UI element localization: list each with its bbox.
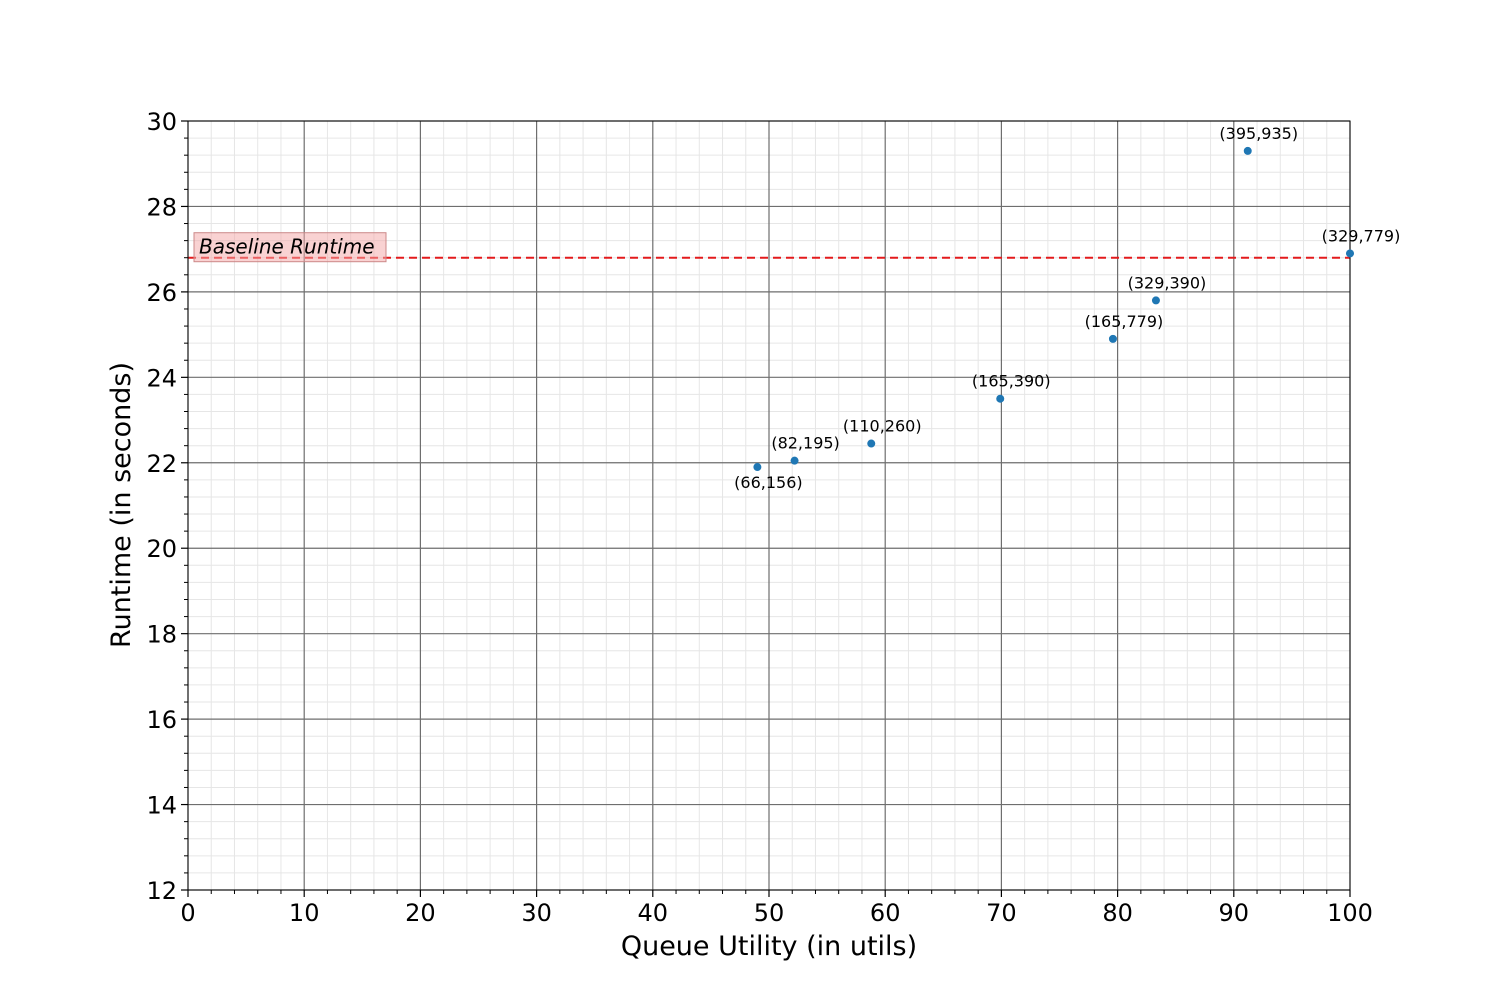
x-tick-label: 90 xyxy=(1219,899,1250,927)
data-point-label: (82,195) xyxy=(771,434,839,453)
x-tick-label: 30 xyxy=(521,899,552,927)
data-point-label: (165,390) xyxy=(972,372,1051,391)
y-tick-label: 16 xyxy=(146,706,177,734)
y-tick-labels: 12 14 16 18 20 22 24 26 28 30 xyxy=(146,108,177,905)
data-point-labels: (66,156) (82,195)(110,260) (165,390) (165,7… xyxy=(734,124,1400,492)
y-tick-label: 12 xyxy=(146,877,177,905)
major-grid xyxy=(187,120,1351,891)
y-tick-label: 24 xyxy=(146,364,177,392)
y-tick-label: 18 xyxy=(146,621,177,649)
y-axis-label: Runtime (in seconds) xyxy=(106,362,137,648)
x-tick-label: 70 xyxy=(986,899,1017,927)
y-tick-label: 30 xyxy=(146,108,177,136)
data-point xyxy=(1108,334,1117,343)
y-tick-label: 22 xyxy=(146,450,177,478)
data-point xyxy=(867,439,876,448)
baseline-label: Baseline Runtime xyxy=(199,235,375,259)
y-tick-label: 28 xyxy=(146,193,177,221)
data-point-label: (110,260) xyxy=(843,417,922,436)
x-tick-label: 50 xyxy=(754,899,785,927)
axis-ticks xyxy=(181,120,1351,897)
data-points xyxy=(753,146,1354,472)
x-axis-label: Queue Utility (in utils) xyxy=(621,931,917,962)
y-tick-label: 14 xyxy=(146,792,177,820)
data-point-label: (66,156) xyxy=(734,473,802,492)
y-tick-label: 20 xyxy=(146,535,177,563)
data-point-label: (329,390) xyxy=(1128,273,1207,292)
data-point-label: (329,779) xyxy=(1322,226,1401,245)
data-point-label: (395,935) xyxy=(1219,124,1298,143)
data-point xyxy=(753,463,762,472)
baseline-label-box xyxy=(193,232,387,263)
data-point xyxy=(1151,296,1160,305)
x-tick-label: 60 xyxy=(870,899,901,927)
x-tick-label: 100 xyxy=(1327,899,1373,927)
baseline: Baseline Runtime xyxy=(188,232,1350,263)
x-tick-label: 40 xyxy=(638,899,669,927)
y-tick-label: 26 xyxy=(146,279,177,307)
x-tick-label: 20 xyxy=(405,899,436,927)
x-tick-label: 10 xyxy=(289,899,320,927)
x-tick-labels: 0 10 20 30 40 50 60 70 80 90 100 xyxy=(180,899,1373,927)
data-point xyxy=(790,456,799,465)
data-point xyxy=(1346,249,1354,258)
data-point-label: (165,779) xyxy=(1085,312,1164,331)
data-point xyxy=(1243,146,1252,155)
x-tick-label: 80 xyxy=(1102,899,1133,927)
x-tick-label: 0 xyxy=(180,899,195,927)
data-point xyxy=(996,394,1005,403)
